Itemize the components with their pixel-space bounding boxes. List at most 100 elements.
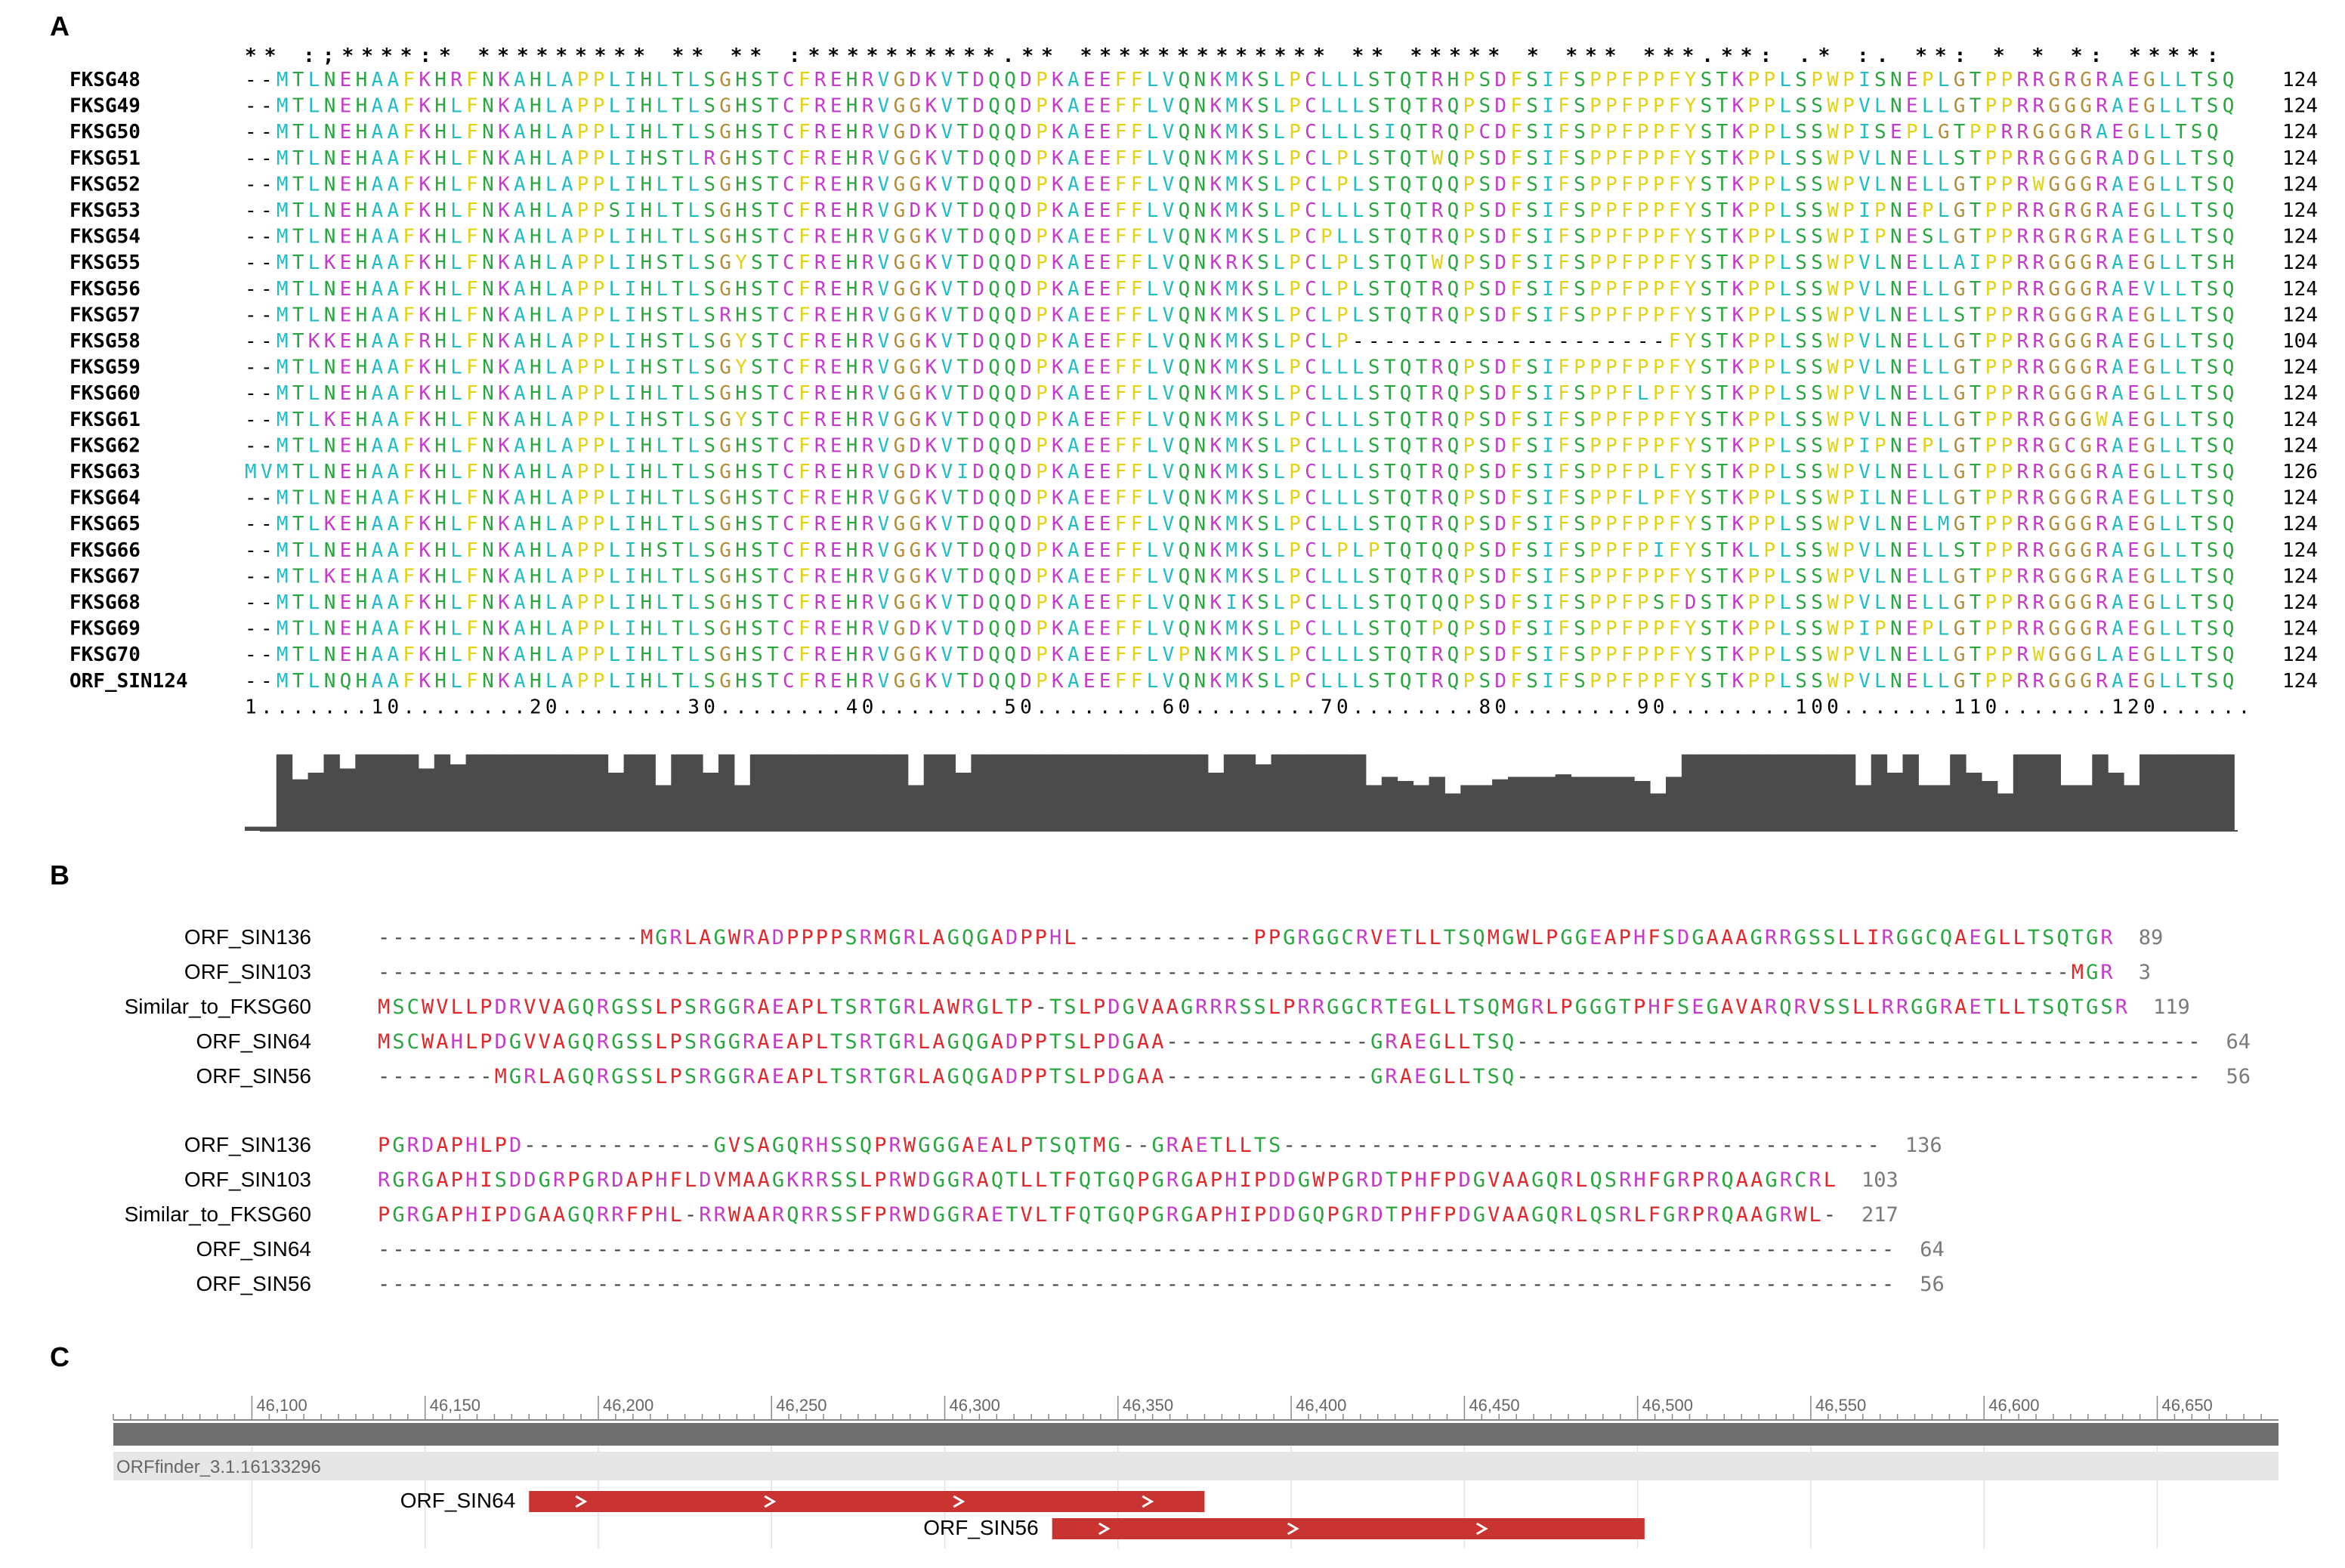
panel-b-row: ORF_SIN103 R G R G A P H I S D D G R P G R D A P H F L D V M A A G K R… <box>184 1168 1899 1192</box>
panel-b-end-number: 56 <box>1920 1273 1945 1296</box>
panel-b-row: ORF_SIN136 - - - - - - - - - - - - - - - - - - M G R L A G W R A D P P… <box>184 925 2163 949</box>
conservation-bar <box>1634 781 1651 831</box>
conservation-bar <box>1666 776 1682 831</box>
sequence-bar <box>113 1423 2279 1446</box>
panel-b-end-number: 89 <box>2139 926 2164 949</box>
sequence-end-number: 124 <box>2282 618 2318 640</box>
conservation-bar <box>1081 754 1098 831</box>
alignment-row: FKSG48 - - M T L N E H A A F K H R F N K A H L A P P L I H L T L S G H S T… <box>70 69 2318 91</box>
sequence-end-number: 124 <box>2282 199 2318 222</box>
conservation-bar <box>891 754 909 831</box>
ruler-tick-label: 46,200 <box>603 1396 653 1415</box>
panel-a-alignment: ** :;****:* ********* ** ** :**********.… <box>70 45 2318 832</box>
conservation-bar <box>2108 773 2124 831</box>
conservation-bar <box>1934 785 1951 831</box>
conservation-bar <box>2202 754 2219 831</box>
conservation-bar <box>1207 773 1225 831</box>
alignment-row: FKSG56 - - M T L N E H A A F K H L F N K A H L A P P L I H L T L S G H S T… <box>70 278 2318 301</box>
orf-bar[interactable] <box>529 1491 1205 1512</box>
conservation-bar <box>623 754 640 831</box>
panel-c-genome-track: 46,100 46,150 46,200 46,250 46,300 46,350 46,4… <box>113 1396 2279 1548</box>
alignment-row: FKSG57 - - M T L N E H A A F K H L F N K A H L A P P L I H S T L S R H S T… <box>70 304 2318 326</box>
ruler-tick-label: 46,650 <box>2162 1396 2213 1415</box>
orf-feature[interactable]: ORF_SIN56 <box>923 1516 1645 1539</box>
conservation-bar <box>323 754 340 831</box>
sequence-end-number: 124 <box>2282 487 2318 510</box>
ruler-tick-label: 46,100 <box>256 1396 307 1415</box>
sequence-name: FKSG57 <box>70 304 141 326</box>
ruler-tick-label: 46,500 <box>1642 1396 1693 1415</box>
panel-b-sequence-name: ORF_SIN103 <box>184 960 311 983</box>
conservation-bar <box>2186 754 2204 831</box>
sequence-name: FKSG63 <box>70 461 141 483</box>
conservation-bar <box>371 754 388 831</box>
conservation-bar <box>1318 754 1335 831</box>
conservation-bar <box>1365 785 1383 831</box>
sequence-end-number: 124 <box>2282 304 2318 326</box>
conservation-bar <box>1713 754 1730 831</box>
alignment-row: FKSG50 - - M T L N E H A A F K H L F N K A H L A P P L I H L T L S G H S T… <box>70 121 2318 144</box>
orf-bar[interactable] <box>1052 1518 1645 1539</box>
strand-arrow-icon <box>575 1495 588 1508</box>
panel-b-sequence-name: ORF_SIN136 <box>184 925 311 949</box>
conservation-bar <box>339 768 356 831</box>
conservation-bar <box>576 754 593 831</box>
alignment-row: FKSG52 - - M T L N E H A A F K H L F N K A H L A P P L I H L T L S G H S T… <box>70 173 2318 196</box>
panel-b-row: ORF_SIN56 - - - - - - - - M G R L A G Q R G S S L P S R G G R A E A P L… <box>196 1064 2251 1088</box>
sequence-end-number: 126 <box>2282 461 2318 483</box>
conservation-bar <box>1444 793 1461 831</box>
conservation-bar <box>1618 776 1635 831</box>
conservation-bar <box>1003 754 1019 831</box>
conservation-bar <box>1760 754 1777 831</box>
sequence-end-number: 124 <box>2282 121 2318 144</box>
panel-b-alignment: ORF_SIN136 - - - - - - - - - - - - - - - - - - M G R L A G W R A D P P… <box>125 925 2251 1296</box>
panel-label-b: B <box>50 860 70 890</box>
sequence-name: FKSG48 <box>70 69 141 91</box>
sequence-name: FKSG62 <box>70 434 141 457</box>
conservation-bar <box>1223 754 1240 831</box>
conservation-bar <box>749 754 767 831</box>
conservation-bar <box>781 754 798 831</box>
sequence-name: FKSG53 <box>70 199 141 222</box>
conservation-bar <box>2155 754 2172 831</box>
conservation-bar <box>1097 754 1114 831</box>
consensus-line: ** :;****:* ********* ** ** :**********.… <box>245 45 2218 67</box>
alignment-row: FKSG54 - - M T L N E H A A F K H L F N K A H L A P P L I H L T L S G H S T… <box>70 226 2318 248</box>
conservation-bar <box>734 785 751 831</box>
sequence-end-number: 124 <box>2282 95 2318 118</box>
conservation-bar <box>2076 785 2093 831</box>
conservation-bar <box>292 779 309 831</box>
conservation-bar <box>971 754 987 831</box>
sequence-end-number: 104 <box>2282 330 2318 353</box>
conservation-bar <box>1792 754 1809 831</box>
conservation-bar <box>1839 754 1856 831</box>
conservation-bar <box>1982 781 1998 831</box>
conservation-bar <box>907 785 925 831</box>
conservation-bar <box>403 754 419 831</box>
conservation-bar <box>260 826 277 831</box>
conservation-bar <box>1508 776 1525 831</box>
sequence-name: FKSG50 <box>70 121 141 144</box>
track-header <box>113 1452 2279 1480</box>
conservation-bar <box>276 754 293 831</box>
conservation-bar <box>355 754 372 831</box>
panel-label-c: C <box>50 1341 70 1372</box>
conservation-bar <box>2013 754 2030 831</box>
conservation-bar <box>1429 776 1445 831</box>
conservation-bar <box>1413 785 1429 831</box>
conservation-bar <box>2028 754 2046 831</box>
orf-feature[interactable]: ORF_SIN64 <box>400 1489 1205 1512</box>
conservation-bar <box>1302 754 1319 831</box>
conservation-bar <box>465 754 482 831</box>
